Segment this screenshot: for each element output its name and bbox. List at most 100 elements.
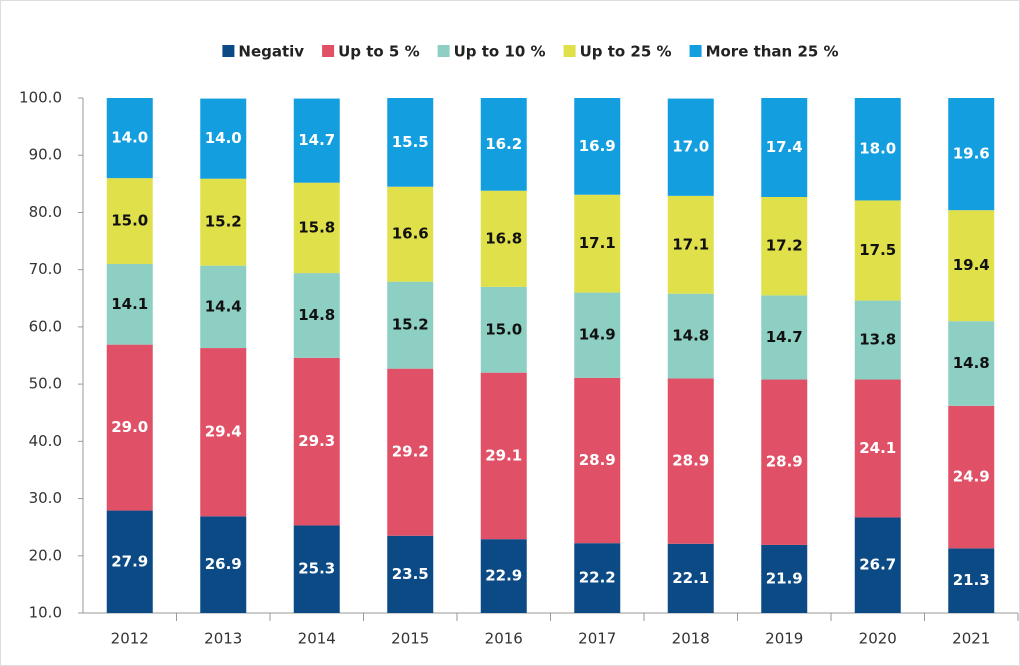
value-label: 13.8 (859, 331, 896, 349)
legend-label: Up to 25 % (580, 43, 672, 61)
bar-segment (106, 263, 153, 345)
y-tick-label: 90.0 (29, 146, 62, 164)
value-label: 15.8 (298, 218, 335, 236)
x-tick-label: 2018 (672, 630, 710, 648)
bar-segment (200, 178, 247, 266)
x-tick-label: 2012 (111, 630, 149, 648)
value-label: 17.1 (579, 234, 616, 252)
bar-segment (574, 377, 621, 544)
value-label: 25.3 (298, 560, 335, 578)
bar-segment (761, 98, 808, 197)
bar-segment (200, 348, 247, 517)
value-label: 16.8 (485, 229, 522, 247)
bar-segment (574, 98, 621, 195)
bar-segment (387, 98, 434, 187)
bar-segment (387, 368, 434, 536)
value-label: 17.5 (859, 241, 896, 259)
value-label: 15.2 (205, 213, 242, 231)
bar-segment (480, 372, 527, 540)
bar-segment (854, 300, 901, 380)
value-label: 14.7 (766, 328, 803, 346)
value-label: 16.6 (392, 225, 429, 243)
value-label: 22.1 (672, 569, 709, 587)
value-label: 29.1 (485, 446, 522, 464)
bar-segment (387, 535, 434, 613)
bar-segment (574, 292, 621, 378)
bar-segment (854, 98, 901, 201)
bar-segment (293, 273, 340, 358)
legend-swatch (437, 45, 450, 57)
x-tick-label: 2016 (485, 630, 523, 648)
value-label: 26.7 (859, 556, 896, 574)
y-tick-label: 60.0 (29, 317, 62, 335)
value-label: 15.5 (392, 133, 429, 151)
value-label: 23.5 (392, 565, 429, 583)
value-label: 14.9 (579, 326, 616, 344)
bar-segment (293, 98, 340, 183)
value-label: 14.8 (672, 327, 709, 345)
value-label: 21.9 (766, 569, 803, 587)
y-tick-label: 100.0 (19, 89, 62, 107)
bar-segment (106, 510, 153, 613)
value-label: 18.0 (859, 140, 896, 158)
legend-swatch (563, 45, 576, 57)
value-label: 27.9 (111, 552, 148, 570)
value-label: 17.0 (672, 138, 709, 156)
value-label: 16.9 (579, 137, 616, 155)
x-tick-label: 2017 (578, 630, 616, 648)
value-label: 15.0 (111, 212, 148, 230)
value-label: 28.9 (579, 451, 616, 469)
bar-segment (948, 405, 995, 549)
legend-swatch (322, 45, 335, 57)
bar-segment (761, 196, 808, 296)
bar-segment (106, 98, 153, 179)
bar-segment (480, 190, 527, 287)
bar-segment (667, 293, 714, 379)
bar-segment (667, 98, 714, 196)
bar-segment (200, 516, 247, 613)
value-label: 24.9 (953, 468, 990, 486)
bar-segment (948, 548, 995, 613)
x-tick-label: 2015 (391, 630, 429, 648)
value-label: 14.1 (111, 295, 148, 313)
x-tick-label: 2020 (859, 630, 897, 648)
value-label: 17.2 (766, 237, 803, 255)
bar-segment (948, 210, 995, 322)
value-label: 29.2 (392, 443, 429, 461)
bar-segment (667, 543, 714, 613)
bar-segment (200, 98, 247, 179)
value-label: 14.0 (205, 129, 242, 147)
value-label: 22.9 (485, 567, 522, 585)
bar-segment (574, 194, 621, 293)
y-tick-label: 40.0 (29, 432, 62, 450)
bar-segment (293, 182, 340, 274)
bar-segment (761, 379, 808, 545)
bar-segment (200, 265, 247, 349)
bar-segment (106, 178, 153, 264)
value-label: 24.1 (859, 439, 896, 457)
bar-segment (480, 539, 527, 613)
value-label: 14.4 (205, 297, 242, 315)
value-label: 26.9 (205, 555, 242, 573)
x-tick-label: 2013 (204, 630, 242, 648)
legend-swatch (222, 45, 235, 57)
legend-swatch (689, 45, 702, 57)
value-label: 19.6 (953, 145, 990, 163)
legend-label: Up to 5 % (338, 43, 420, 61)
bar-segment (667, 195, 714, 294)
bar-segment (293, 357, 340, 526)
value-label: 14.8 (298, 306, 335, 324)
bar-segment (574, 543, 621, 613)
bar-segment (948, 98, 995, 211)
value-label: 14.7 (298, 131, 335, 149)
bar-segment (854, 379, 901, 518)
value-label: 17.1 (672, 235, 709, 253)
bar-segment (854, 200, 901, 301)
bar-segment (948, 321, 995, 406)
x-tick-label: 2021 (952, 630, 990, 648)
value-label: 29.3 (298, 432, 335, 450)
value-label: 22.2 (579, 569, 616, 587)
y-tick-label: 30.0 (29, 489, 62, 507)
y-tick-label: 70.0 (29, 260, 62, 278)
